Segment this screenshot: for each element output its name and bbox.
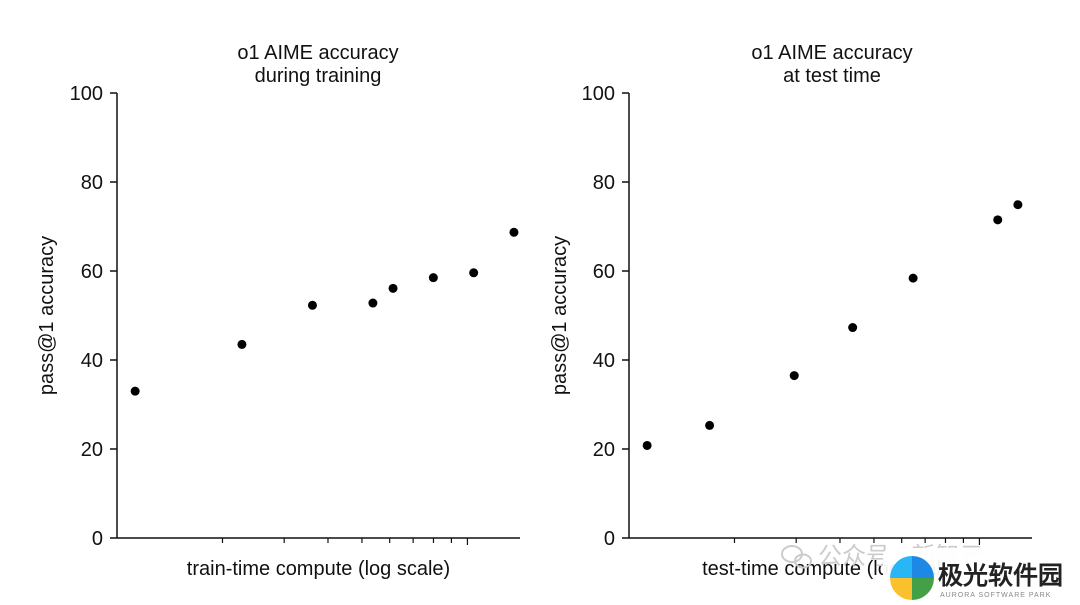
- data-point: [388, 283, 398, 293]
- y-tick-label: 0: [604, 528, 615, 550]
- data-point: [789, 371, 799, 381]
- data-point: [368, 298, 378, 308]
- chart-title-line: at test time: [783, 65, 881, 87]
- chart-title-line: during training: [255, 65, 382, 87]
- x-axis-label: train-time compute (log scale): [187, 558, 450, 580]
- y-tick-label: 0: [92, 528, 103, 550]
- y-tick-label: 100: [70, 83, 103, 105]
- y-tick-label: 80: [593, 172, 615, 194]
- brand-name: 极光软件园: [938, 562, 1063, 590]
- data-point: [307, 300, 317, 310]
- data-point: [428, 273, 438, 283]
- y-tick-label: 20: [593, 439, 615, 461]
- data-point: [642, 440, 652, 450]
- y-tick-label: 80: [81, 172, 103, 194]
- data-point: [469, 268, 479, 278]
- data-point: [908, 273, 918, 283]
- y-tick-label: 100: [582, 83, 615, 105]
- data-point: [705, 420, 715, 430]
- data-point: [993, 215, 1003, 225]
- y-axis-label: pass@1 accuracy: [36, 236, 58, 395]
- y-tick-label: 20: [81, 439, 103, 461]
- aurora-logo-icon: [890, 556, 934, 600]
- data-point: [130, 386, 140, 396]
- y-tick-label: 60: [81, 261, 103, 283]
- brand-subtitle: AURORA SOFTWARE PARK: [940, 592, 1051, 599]
- brand-logo: 极光软件园 AURORA SOFTWARE PARK: [883, 548, 1073, 604]
- y-axis-label: pass@1 accuracy: [549, 236, 571, 395]
- data-point: [1013, 200, 1023, 210]
- data-point: [237, 339, 247, 349]
- wechat-icon: [781, 545, 812, 569]
- data-point: [509, 227, 519, 237]
- data-point: [848, 323, 858, 333]
- y-tick-label: 40: [81, 350, 103, 372]
- y-tick-label: 40: [593, 350, 615, 372]
- y-tick-label: 60: [593, 261, 615, 283]
- chart-title-line: o1 AIME accuracy: [237, 42, 398, 64]
- chart-title-line: o1 AIME accuracy: [751, 42, 912, 64]
